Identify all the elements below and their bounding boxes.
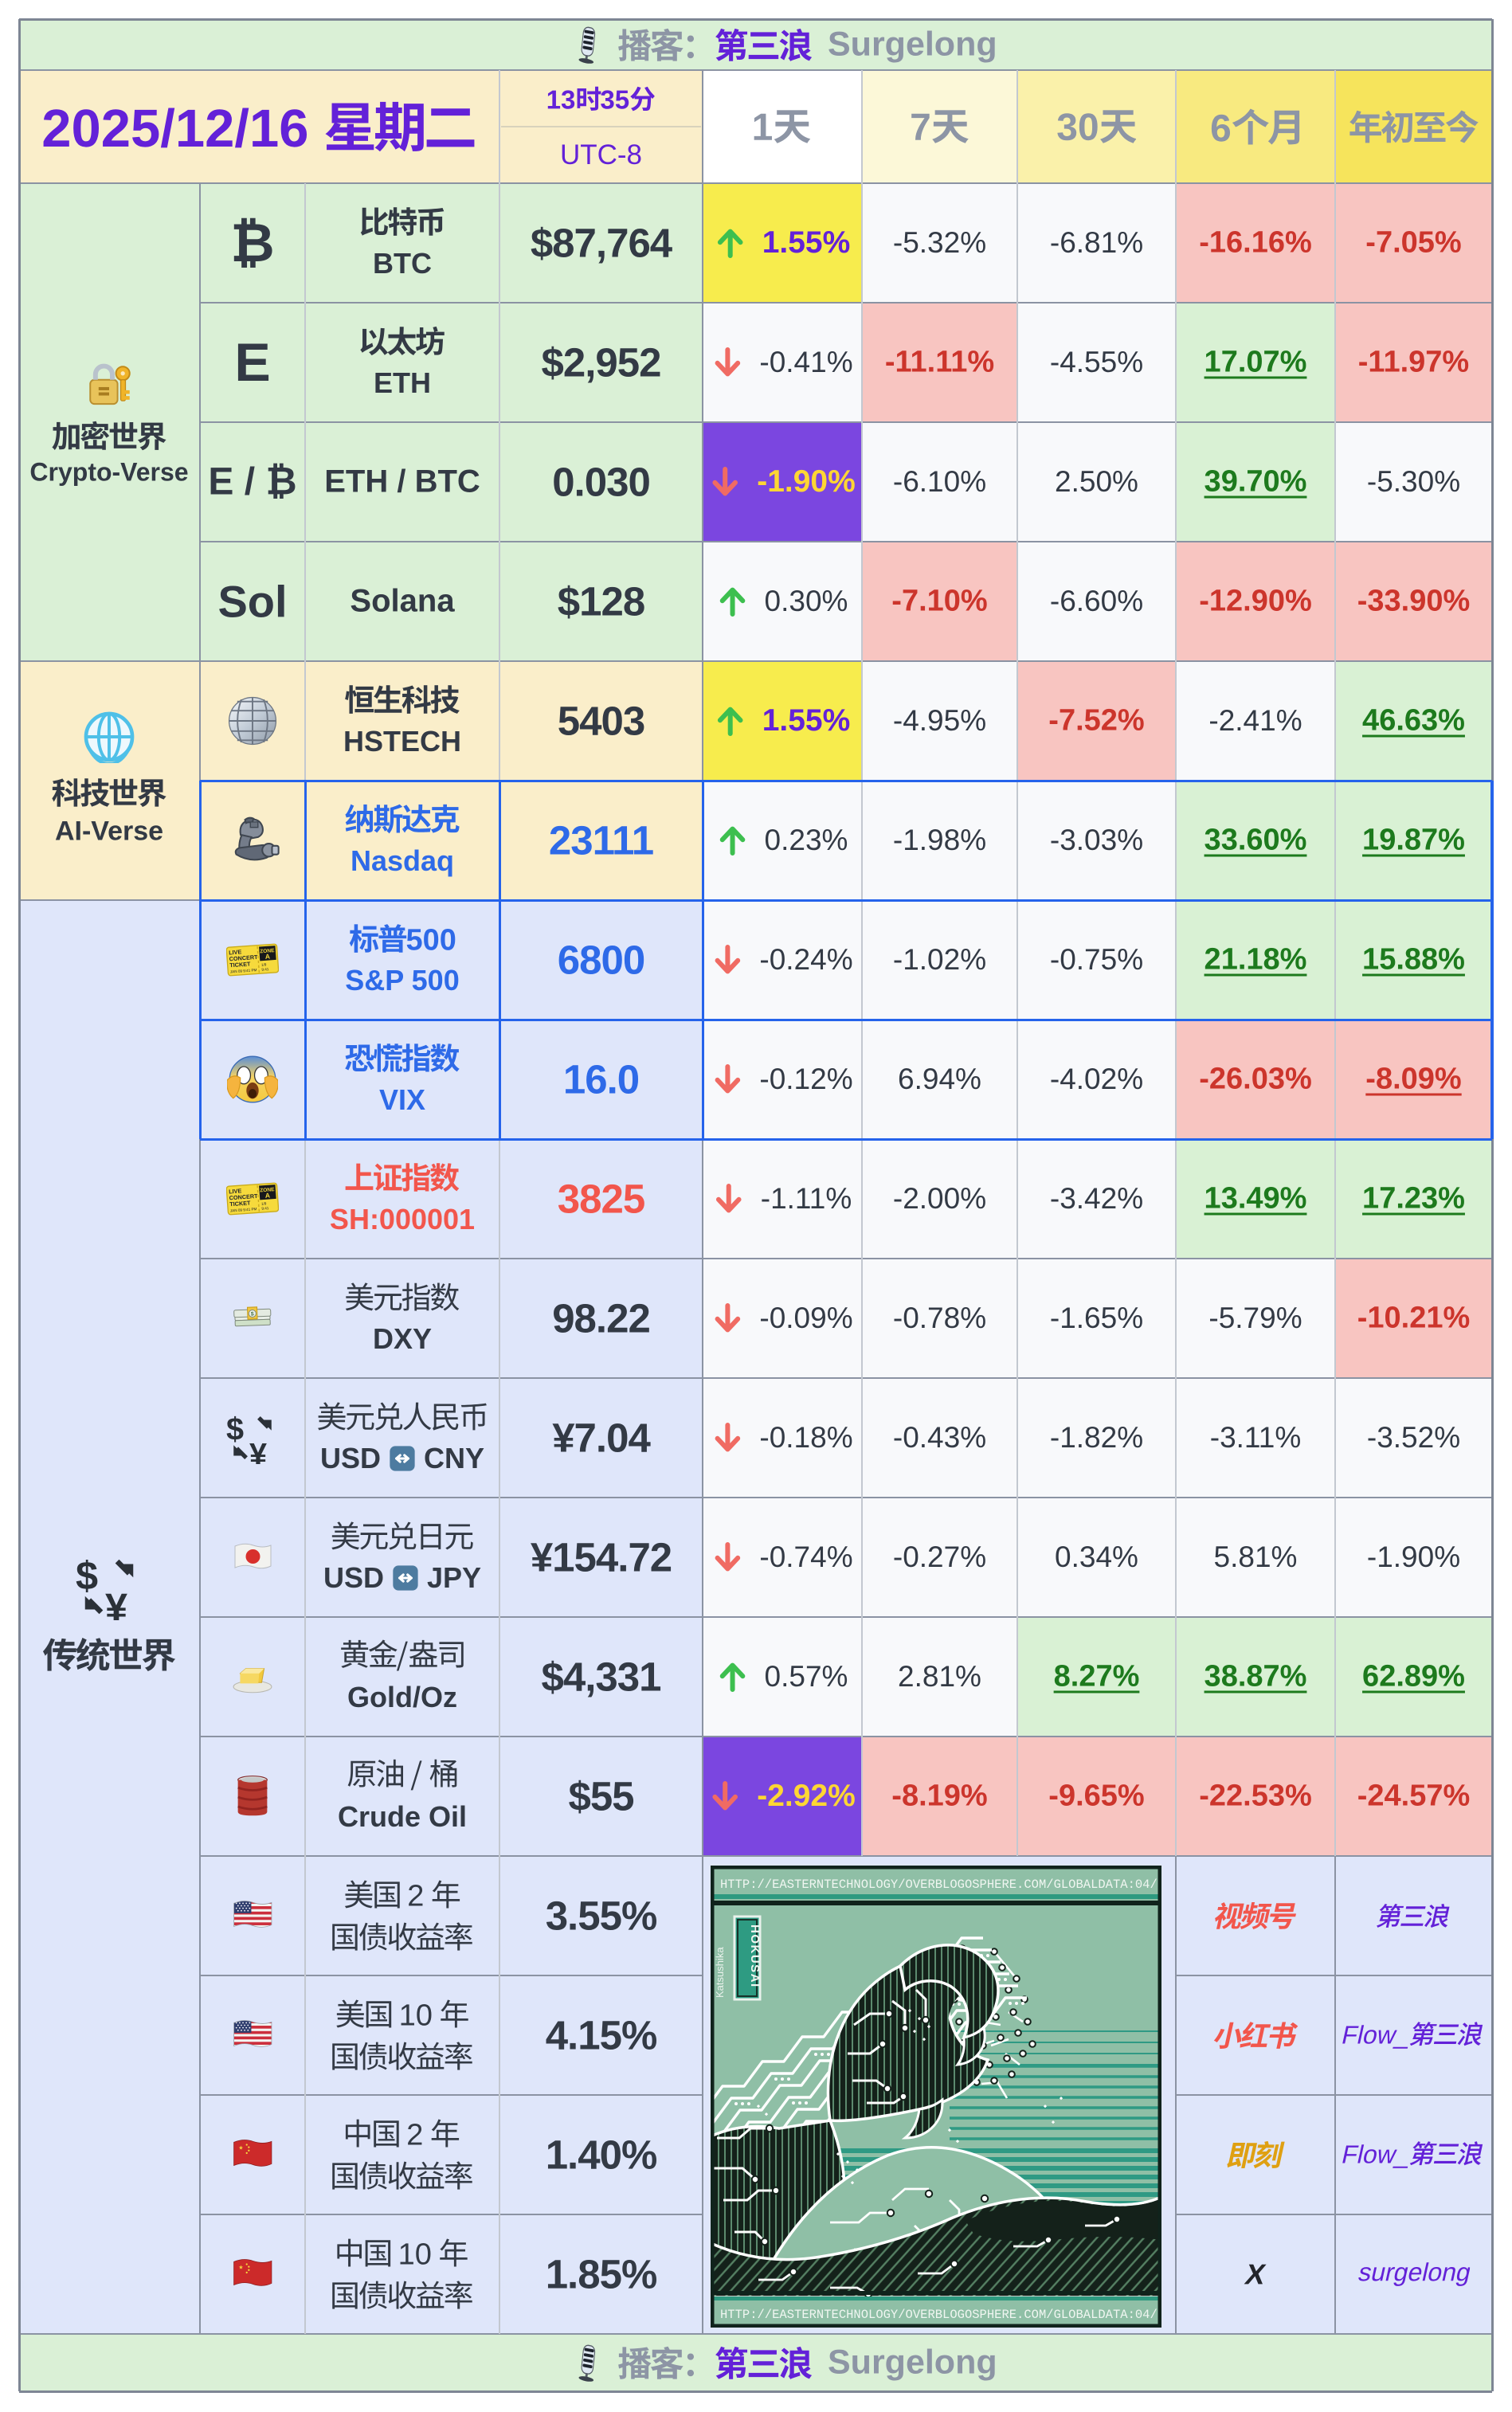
svg-text:JAN 09 9:41 PM: JAN 09 9:41 PM <box>230 968 257 973</box>
svg-text:HTTP://EASTERNTECHNOLOGY/OVERB: HTTP://EASTERNTECHNOLOGY/OVERBLOGOSPHERE… <box>720 1878 1158 1892</box>
svg-text:Katsushika: Katsushika <box>714 1947 726 1998</box>
svg-text:$: $ <box>76 1553 98 1598</box>
svg-text:1/9: 1/9 <box>261 1201 267 1205</box>
svg-text:TICKET: TICKET <box>229 960 251 969</box>
svg-text:LIVE: LIVE <box>229 948 242 956</box>
svg-text:$: $ <box>226 1412 244 1447</box>
svg-text:CONCERT: CONCERT <box>229 1192 258 1202</box>
svg-text:JAN 09 9:41 PM: JAN 09 9:41 PM <box>230 1207 257 1212</box>
svg-text:HTTP://EASTERNTECHNOLOGY/OVERB: HTTP://EASTERNTECHNOLOGY/OVERBLOGOSPHERE… <box>720 2308 1158 2322</box>
svg-text:¥: ¥ <box>105 1585 127 1620</box>
svg-text:1/9: 1/9 <box>261 962 267 966</box>
svg-text:CONCERT: CONCERT <box>229 953 258 963</box>
svg-text:ZONE: ZONE <box>260 948 275 954</box>
svg-text:A: A <box>264 1191 270 1199</box>
svg-text:9:41: 9:41 <box>261 967 269 972</box>
svg-text:$: $ <box>251 1311 254 1317</box>
svg-text:LIVE: LIVE <box>229 1187 242 1195</box>
svg-text:TICKET: TICKET <box>229 1199 251 1208</box>
svg-text:A: A <box>264 952 270 960</box>
svg-text:ZONE: ZONE <box>260 1187 275 1193</box>
svg-text:HOKUSAI: HOKUSAI <box>748 1925 762 1988</box>
svg-text:¥: ¥ <box>249 1437 267 1464</box>
svg-text:9:41: 9:41 <box>261 1206 269 1211</box>
